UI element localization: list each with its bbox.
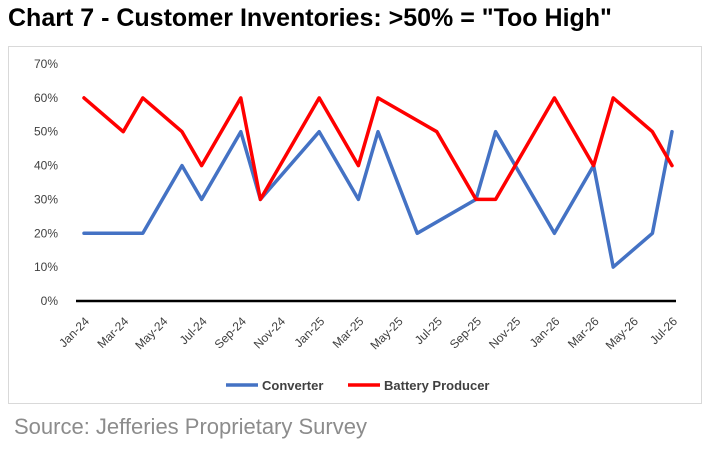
legend-label-battery-producer: Battery Producer xyxy=(384,378,489,393)
x-tick-label: May-24 xyxy=(132,314,170,352)
chart-title: Chart 7 - Customer Inventories: >50% = "… xyxy=(8,4,612,32)
x-tick-label: May-25 xyxy=(368,314,406,352)
x-tick-label: Mar-24 xyxy=(95,314,132,351)
x-tick-label: Jan-24 xyxy=(56,314,92,350)
y-tick-label: 50% xyxy=(34,125,58,139)
x-tick-label: May-26 xyxy=(603,314,641,352)
legend-label-converter: Converter xyxy=(262,378,323,393)
x-tick-label: Jan-25 xyxy=(291,314,327,350)
x-tick-label: Jul-24 xyxy=(177,314,210,347)
x-tick-label: Sep-25 xyxy=(447,314,484,351)
x-tick-label: Jul-25 xyxy=(412,314,445,347)
series-line-battery-producer xyxy=(82,96,674,202)
y-tick-label: 40% xyxy=(34,159,58,173)
source-note: Source: Jefferies Proprietary Survey xyxy=(14,414,367,439)
x-tick-label: Jul-26 xyxy=(647,314,680,347)
x-tick-label: Nov-25 xyxy=(486,314,523,351)
chart-frame xyxy=(8,46,702,404)
x-tick-label: Mar-25 xyxy=(330,314,367,351)
x-tick-label: Jan-26 xyxy=(527,314,563,350)
y-tick-label: 20% xyxy=(34,226,58,240)
y-tick-label: 10% xyxy=(34,260,58,274)
y-tick-label: 60% xyxy=(34,91,58,105)
y-tick-label: 70% xyxy=(34,57,58,71)
x-tick-label: Nov-24 xyxy=(251,314,288,351)
y-tick-label: 0% xyxy=(41,294,59,308)
y-tick-label: 30% xyxy=(34,192,58,206)
x-tick-label: Sep-24 xyxy=(212,314,249,351)
series-line-converter xyxy=(82,129,674,269)
x-tick-label: Mar-26 xyxy=(565,314,602,351)
